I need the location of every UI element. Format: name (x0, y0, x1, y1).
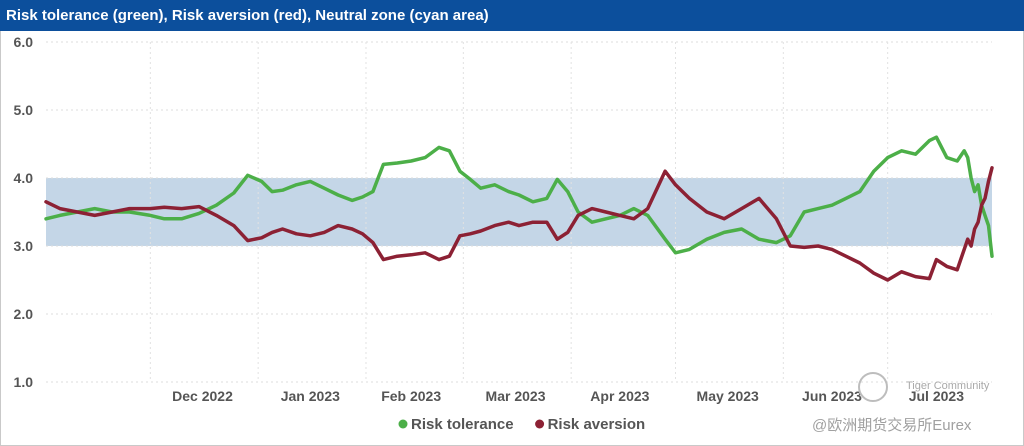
y-tick-label: 6.0 (14, 34, 34, 50)
watermark-eurex: @欧洲期货交易所Eurex (812, 417, 972, 434)
y-tick-label: 5.0 (14, 102, 34, 118)
x-tick-label: Apr 2023 (590, 388, 649, 404)
y-tick-label: 4.0 (14, 170, 34, 186)
x-tick-label: Dec 2022 (172, 388, 233, 404)
tiger-logo-icon (858, 372, 888, 402)
legend-marker (398, 419, 408, 429)
y-tick-label: 2.0 (14, 306, 34, 322)
y-tick-label: 1.0 (14, 374, 34, 390)
neutral-zone-area (46, 178, 992, 246)
x-tick-label: Jan 2023 (281, 388, 340, 404)
x-tick-label: Jul 2023 (909, 388, 964, 404)
x-tick-label: Jun 2023 (802, 388, 862, 404)
series-line-risk-tolerance (44, 135, 994, 258)
series-line-risk-aversion (44, 166, 994, 282)
chart-title: Risk tolerance (green), Risk aversion (r… (0, 0, 1024, 31)
legend-marker (535, 419, 545, 429)
x-tick-label: Mar 2023 (486, 388, 546, 404)
legend-label: Risk aversion (548, 416, 646, 433)
x-tick-label: Feb 2023 (381, 388, 441, 404)
watermark-community: Tiger Community (906, 380, 990, 392)
legend-label: Risk tolerance (411, 416, 514, 433)
x-tick-label: May 2023 (697, 388, 759, 404)
y-tick-label: 3.0 (14, 238, 34, 254)
